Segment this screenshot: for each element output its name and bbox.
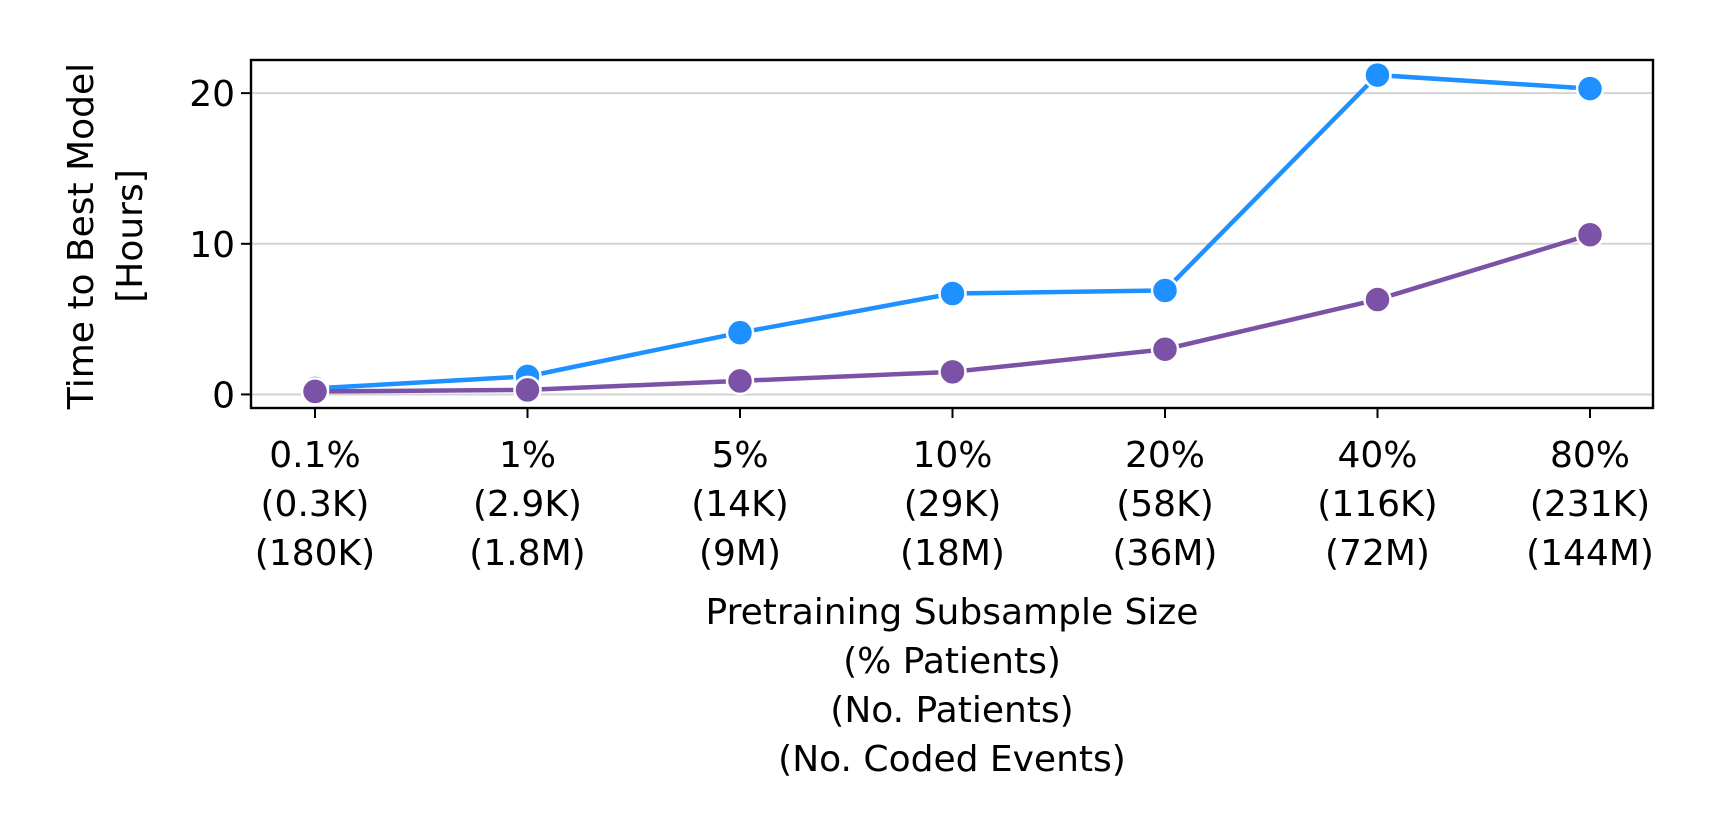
y-tick-label: 0 [212,375,235,416]
axes: 0 10 20 0.1% (0.3K) (180K) 1% (2.9K) (1.8M) 5% (14… [189,74,1654,574]
y-axis-label-line-2: [Hours] [110,169,151,303]
series-2-point [1363,285,1392,314]
series-2-point [513,375,542,405]
x-tick-label: 0.1% [269,435,360,476]
series-2-point [1150,334,1180,364]
x-tick-label: (0.3K) [261,484,370,525]
series-2-point [300,377,330,406]
x-tick-label: 5% [711,435,768,476]
x-tick-label: 40% [1337,435,1417,476]
x-tick-label: 10% [912,435,992,476]
y-axis-label-line-1: Time to Best Model [61,63,102,410]
gridlines [251,92,1653,396]
series-1-line [312,72,1593,391]
x-tick-label: (9M) [699,533,781,574]
x-axis-label-line-1: Pretraining Subsample Size [706,592,1199,633]
series-1-point [1575,74,1605,103]
x-axis-label-line-4: (No. Coded Events) [778,739,1126,780]
x-tick-label: (116K) [1317,484,1437,525]
x-tick-label: (2.9K) [473,484,582,525]
x-tick-label: (180K) [255,533,375,574]
series-2-point [938,357,967,387]
x-axis-label-line-2: (% Patients) [843,641,1061,682]
x-tick-label: 80% [1550,435,1630,476]
series-1-point [938,279,967,308]
y-tick-label: 10 [189,225,235,266]
series-1-point [1363,60,1392,90]
x-axis-label-line-3: (No. Patients) [830,690,1073,731]
x-tick-label: (1.8M) [469,533,585,574]
x-tick-label: (58K) [1116,484,1214,525]
series-1-point [1150,276,1180,305]
x-tick-label: (144M) [1526,533,1654,574]
series-layer [300,60,1605,406]
x-tick-label: 1% [499,435,556,476]
series-2-point [725,366,755,396]
x-tick-label: (36M) [1113,533,1218,574]
series-1-point [725,318,755,347]
y-tick-label: 20 [189,74,235,115]
plot-frame [249,58,1655,410]
x-tick-label: (18M) [900,533,1005,574]
x-tick-label: (29K) [904,484,1002,525]
x-tick-label: (231K) [1530,484,1650,525]
x-tick-label: 20% [1125,435,1205,476]
x-tick-label: (72M) [1325,533,1430,574]
series-2-point [1575,220,1605,250]
x-tick-label: (14K) [691,484,789,525]
